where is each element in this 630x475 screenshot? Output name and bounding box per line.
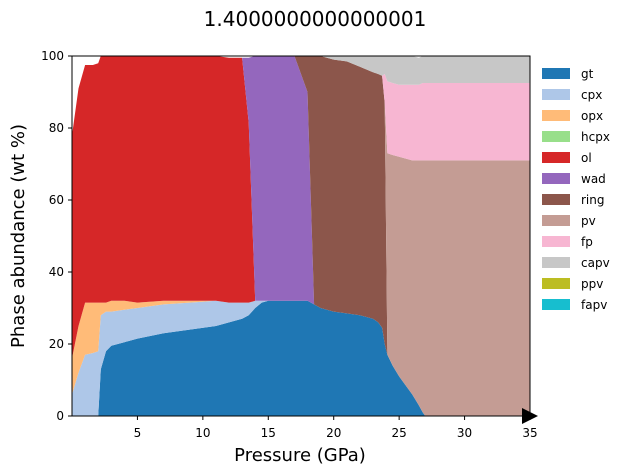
legend-swatch-pv	[542, 215, 570, 226]
x-tick-label: 15	[261, 426, 276, 440]
legend-swatch-ppv	[542, 278, 570, 289]
area-fp	[72, 56, 530, 161]
legend-label-ol: ol	[581, 151, 592, 165]
area-ol	[72, 56, 530, 416]
y-tick-label: 60	[49, 193, 64, 207]
x-tick-label: 30	[457, 426, 472, 440]
legend-label-ppv: ppv	[581, 277, 603, 291]
x-axis-label: Pressure (GPa)	[234, 445, 366, 466]
legend-label-cpx: cpx	[581, 88, 602, 102]
legend-swatch-ring	[542, 194, 570, 205]
stacked-areas	[72, 56, 530, 416]
legend-label-fapv: fapv	[581, 298, 607, 312]
x-axis-arrow-icon	[522, 408, 538, 424]
legend-swatch-fapv	[542, 299, 570, 310]
legend-swatch-capv	[542, 257, 570, 268]
legend: gt cpx opx hcpx ol wad ring pv fp capv ppv fapv	[542, 67, 610, 312]
x-tick-label: 20	[326, 426, 341, 440]
area-cpx	[72, 300, 530, 416]
legend-swatch-ol	[542, 152, 570, 163]
y-axis-label: Phase abundance (wt %)	[8, 124, 29, 348]
area-capv	[72, 56, 530, 136]
plot-frame	[71, 55, 531, 417]
y-tick-label: 80	[49, 121, 64, 135]
legend-swatch-opx	[542, 110, 570, 121]
legend-label-gt: gt	[581, 67, 594, 81]
y-tick-label: 100	[41, 49, 64, 63]
legend-swatch-gt	[542, 68, 570, 79]
x-tick-label: 5	[134, 426, 142, 440]
y-tick-label: 0	[56, 409, 64, 423]
x-tick-label: 35	[522, 426, 537, 440]
legend-swatch-fp	[542, 236, 570, 247]
legend-swatch-hcpx	[542, 131, 570, 142]
area-pv	[72, 56, 530, 416]
legend-label-wad: wad	[581, 172, 606, 186]
y-tick-label: 20	[49, 337, 64, 351]
legend-label-ring: ring	[581, 193, 605, 207]
legend-label-opx: opx	[581, 109, 603, 123]
y-axis-ticks: 0 20 40 60 80 100	[41, 49, 72, 423]
y-tick-label: 40	[49, 265, 64, 279]
legend-label-fp: fp	[581, 235, 593, 249]
area-gt	[72, 300, 530, 416]
legend-swatch-wad	[542, 173, 570, 184]
chart-title: 1.4000000000000001	[204, 7, 427, 31]
legend-label-hcpx: hcpx	[581, 130, 610, 144]
x-tick-label: 25	[392, 426, 407, 440]
legend-swatch-cpx	[542, 89, 570, 100]
x-tick-label: 10	[195, 426, 210, 440]
x-axis-ticks: 5 10 15 20 25 30 35	[134, 416, 538, 440]
area-wad	[72, 56, 530, 416]
legend-label-pv: pv	[581, 214, 596, 228]
legend-label-capv: capv	[581, 256, 610, 270]
